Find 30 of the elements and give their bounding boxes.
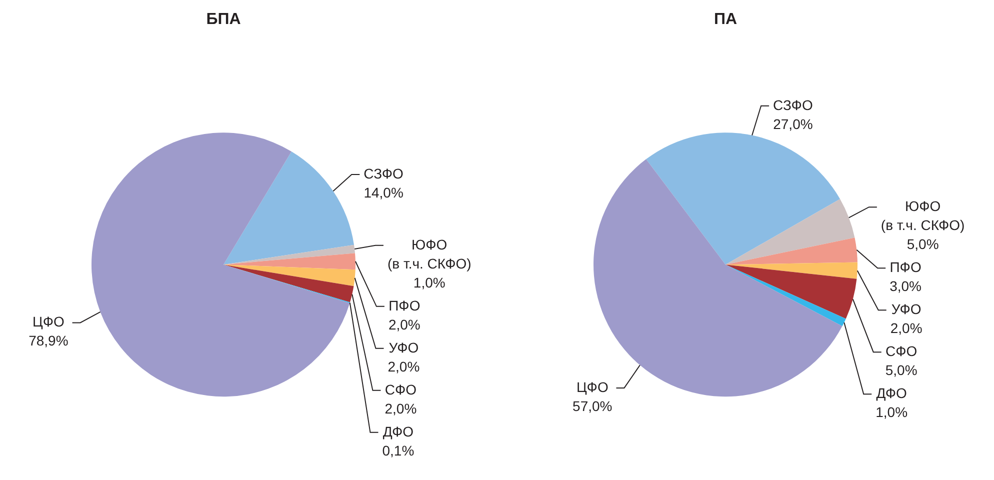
slice-label: ЦФО [32,314,64,330]
data-label: 1,0% [876,404,908,420]
data-label: 57,0% [572,398,612,414]
slice-label: СЗФО [364,165,404,182]
data-label: 1,0% [413,274,446,290]
chart-title: ПА [714,11,738,28]
slice-label: СФО [384,381,417,398]
slice-label: ЮФО (в т.ч. СКФО) [387,236,472,272]
data-label: 2,0% [388,358,420,374]
chart-title: БПА [206,11,242,28]
slice-label: ПФО [890,258,922,275]
data-label: 2,0% [384,400,417,416]
data-label: 3,0% [890,278,922,294]
slice-label: УФО [388,339,419,356]
data-label: 5,0% [885,362,918,378]
slice-label: ПФО [388,297,420,314]
data-label: 27,0% [773,116,813,132]
data-label: 14,0% [364,184,404,200]
data-label: 0,1% [382,442,414,458]
slice-label: СФО [885,342,918,359]
data-label: 2,0% [388,316,420,332]
slice-label: ДФО [382,423,414,440]
slice-label: ЦФО [576,378,608,395]
slice-label: ДФО [876,384,908,401]
data-label: 78,9% [28,332,68,349]
data-label: 5,0% [906,236,939,252]
slice-label: УФО [891,300,922,317]
slice-label: ЮФО (в т.ч. СКФО) [880,198,965,233]
data-label: 2,0% [890,320,922,336]
slice-label: СЗФО [773,96,813,113]
